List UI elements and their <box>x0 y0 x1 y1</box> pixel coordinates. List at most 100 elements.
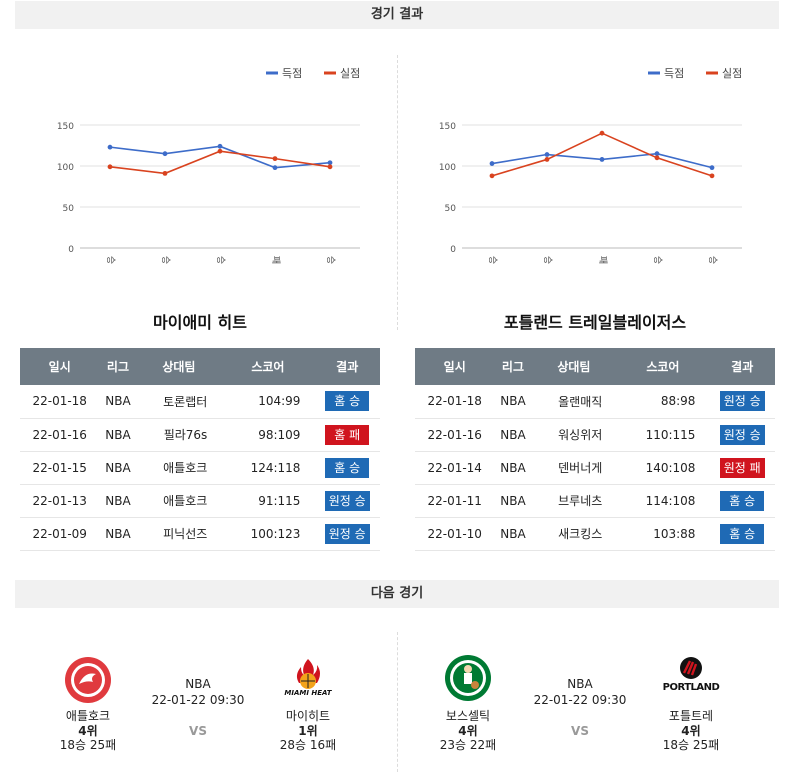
opponent-cell: 덴버너게 <box>531 451 617 485</box>
data-point <box>709 165 715 171</box>
date-cell: 22-01-11 <box>415 484 495 518</box>
table-row: 22-01-13 NBA 애틀호크 91:115 원정 승 <box>20 484 380 518</box>
next-games-divider <box>397 632 398 772</box>
table-row: 22-01-16 NBA 워싱위저 110:115 원정 승 <box>415 418 775 452</box>
game-league: NBA <box>567 677 593 691</box>
y-tick-label: 50 <box>63 204 75 214</box>
legend-label: 득점 <box>282 67 302 80</box>
heat-logo-icon: MIAMI HEAT <box>283 655 333 705</box>
score-cell: 98:109 <box>221 418 315 452</box>
opponent-cell: 워싱위저 <box>531 418 617 452</box>
table-row: 22-01-14 NBA 덴버너게 140:108 원정 패 <box>415 451 775 485</box>
opponent-cell: 브루네츠 <box>531 484 617 518</box>
score-cell: 103:88 <box>616 517 710 551</box>
col-opponent: 상대팀 <box>531 348 617 385</box>
result-badge: 원정 승 <box>719 424 765 445</box>
data-point <box>272 165 278 171</box>
x-tick-label: 승 <box>487 256 498 264</box>
x-tick-label: 패 <box>597 256 608 264</box>
home-team-rank: 4위 <box>458 724 478 738</box>
x-tick-label: 승 <box>707 256 718 264</box>
score-cell: 110:115 <box>616 418 710 452</box>
result-badge: 원정 승 <box>324 523 370 544</box>
result-badge: 홈 승 <box>325 391 370 412</box>
x-tick-label: 승 <box>105 256 116 264</box>
table-row: 22-01-10 NBA 새크킹스 103:88 홈 승 <box>415 517 775 551</box>
result-badge: 홈 승 <box>325 457 370 478</box>
col-score: 스코어 <box>616 348 710 385</box>
home-team-name: 보스셀틱 <box>445 709 491 723</box>
col-league: 리그 <box>99 348 137 385</box>
miami-results-table: 일시 리그 상대팀 스코어 결과 22-01-18 NBA 토론랩터 104:99 홈 … <box>20 348 380 551</box>
data-point <box>489 161 495 166</box>
result-cell: 홈 승 <box>709 484 775 518</box>
col-date: 일시 <box>415 348 495 385</box>
away-team-record: 28승 16패 <box>279 738 337 752</box>
opponent-cell: 필라76s <box>136 418 222 452</box>
home-team-record: 18승 25패 <box>59 738 117 752</box>
data-point <box>654 155 660 161</box>
result-badge: 홈 승 <box>720 523 765 544</box>
league-cell: NBA <box>494 484 532 518</box>
data-point <box>544 157 550 162</box>
x-tick-label: 승 <box>652 256 663 264</box>
col-opponent: 상대팀 <box>136 348 222 385</box>
miami-team-title: 마이애미 히트 <box>153 313 247 332</box>
portland-results-table: 일시 리그 상대팀 스코어 결과 22-01-18 NBA 올랜매직 88:98 원정 … <box>415 348 775 551</box>
date-cell: 22-01-15 <box>20 451 100 485</box>
game-datetime: 22-01-22 09:30 <box>533 693 627 707</box>
portland-line-chart: 0 50 100 150 승 승 패 승 승 득점 실점 <box>439 67 742 264</box>
opponent-cell: 피닉선즈 <box>136 517 222 551</box>
score-cell: 114:108 <box>616 484 710 518</box>
data-point <box>599 130 605 136</box>
miami-line-chart: 0 50 100 150 승 승 승 패 승 득점 실점 <box>57 67 360 264</box>
league-cell: NBA <box>494 517 532 551</box>
league-cell: NBA <box>99 484 137 518</box>
league-cell: NBA <box>99 418 137 452</box>
hawks-logo-icon <box>63 655 113 705</box>
result-cell: 홈 승 <box>314 451 380 485</box>
date-cell: 22-01-14 <box>415 451 495 485</box>
data-point <box>107 164 113 170</box>
date-cell: 22-01-18 <box>20 385 100 419</box>
vs-label: VS <box>571 724 589 738</box>
home-team-rank: 4위 <box>78 724 98 738</box>
series-line <box>491 132 713 177</box>
data-point <box>162 151 168 157</box>
data-point <box>327 160 333 166</box>
legend-label: 득점 <box>664 67 684 80</box>
league-cell: NBA <box>99 451 137 485</box>
data-point <box>217 148 223 154</box>
score-cell: 140:108 <box>616 451 710 485</box>
y-tick-label: 0 <box>450 245 456 255</box>
score-cell: 100:123 <box>221 517 315 551</box>
result-cell: 원정 승 <box>314 517 380 551</box>
y-tick-label: 150 <box>439 122 456 132</box>
x-tick-label: 승 <box>215 256 226 264</box>
next-games-section-title: 다음 경기 <box>15 580 779 608</box>
league-cell: NBA <box>494 418 532 452</box>
result-badge: 원정 승 <box>719 391 765 412</box>
score-cell: 124:118 <box>221 451 315 485</box>
away-team-rank: 4위 <box>681 724 701 738</box>
col-date: 일시 <box>20 348 100 385</box>
result-cell: 원정 승 <box>709 385 775 419</box>
col-score: 스코어 <box>221 348 315 385</box>
col-league: 리그 <box>494 348 532 385</box>
result-badge: 원정 승 <box>324 490 370 511</box>
date-cell: 22-01-16 <box>20 418 100 452</box>
data-point <box>709 173 715 179</box>
date-cell: 22-01-10 <box>415 517 495 551</box>
league-cell: NBA <box>99 385 137 419</box>
home-team-record: 23승 22패 <box>439 738 497 752</box>
data-point <box>217 143 223 149</box>
result-cell: 홈 패 <box>314 418 380 452</box>
series-line <box>109 150 331 175</box>
legend-label: 실점 <box>340 67 360 80</box>
home-team-name: 애틀호크 <box>65 709 111 723</box>
data-point <box>162 170 168 176</box>
results-section-title: 경기 결과 <box>15 1 779 29</box>
result-badge: 홈 승 <box>720 490 765 511</box>
league-cell: NBA <box>494 385 532 419</box>
score-cell: 91:115 <box>221 484 315 518</box>
